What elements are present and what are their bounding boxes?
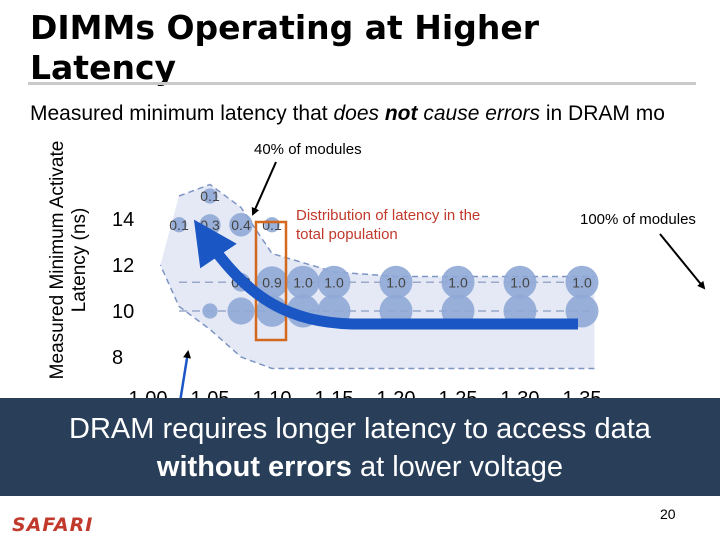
annotation-40-pct: 40% of modules xyxy=(254,141,362,158)
data-label: 0.1 xyxy=(262,217,282,233)
subtitle-part-4: cause errors xyxy=(417,102,541,125)
distribution-lower-edge xyxy=(159,264,595,370)
data-point xyxy=(379,265,413,299)
slide-title: DIMMs Operating at Higher Latency xyxy=(30,8,540,87)
data-label: 0.1 xyxy=(169,217,189,233)
data-point xyxy=(171,217,187,233)
trend-arrow xyxy=(193,219,578,330)
data-point xyxy=(256,266,288,299)
y-tick-label: 10 xyxy=(112,301,134,323)
data-label: 1.0 xyxy=(448,274,468,290)
banner-line-1: DRAM requires longer latency to access d… xyxy=(69,413,651,445)
data-point xyxy=(286,265,320,299)
pointer-40-pct xyxy=(251,161,277,216)
data-label: 0.3 xyxy=(200,217,220,233)
y-tick-label: 8 xyxy=(112,347,123,369)
data-label: 0.4 xyxy=(231,217,251,233)
subtitle-part-3: not xyxy=(384,102,418,125)
data-label: 1.0 xyxy=(572,274,592,290)
slide-subtitle: Measured minimum latency that does not c… xyxy=(30,102,720,130)
data-point xyxy=(441,265,475,299)
banner-emphasis: without errors xyxy=(156,451,352,483)
data-label: 0.1 xyxy=(200,188,220,204)
data-point xyxy=(202,188,218,204)
y-tick-label: 14 xyxy=(112,209,134,231)
banner-line-2: without errors at lower voltage xyxy=(0,448,720,486)
highlight-box xyxy=(254,220,288,342)
subtitle-part-2: does xyxy=(333,102,385,125)
pointer-low-voltage xyxy=(178,350,192,403)
data-label: 1.0 xyxy=(386,274,406,290)
banner-line-2-rest: at lower voltage xyxy=(351,451,564,483)
data-point xyxy=(227,297,255,325)
data-label: 1.0 xyxy=(293,274,313,290)
annotation-distribution: Distribution of latency in the total pop… xyxy=(296,207,481,243)
title-divider xyxy=(28,82,696,85)
data-point xyxy=(317,265,351,299)
data-point xyxy=(202,303,218,319)
annotation-100-pct: 100% of modules xyxy=(580,211,696,228)
subtitle-part-5: in DRAM mo xyxy=(540,102,665,125)
data-label: 1.0 xyxy=(324,274,344,290)
data-point xyxy=(565,265,599,299)
safari-logo: SAFARI xyxy=(12,514,94,536)
page-number: 20 xyxy=(660,506,676,522)
subtitle-part-1: Measured minimum latency that xyxy=(30,102,334,125)
data-label: 1.0 xyxy=(510,274,530,290)
y-tick-label: 12 xyxy=(112,255,134,277)
takeaway-banner: DRAM requires longer latency to access d… xyxy=(0,398,720,496)
data-label: 0.9 xyxy=(262,274,282,290)
pointer-100-pct xyxy=(659,233,706,290)
data-point xyxy=(503,265,537,299)
